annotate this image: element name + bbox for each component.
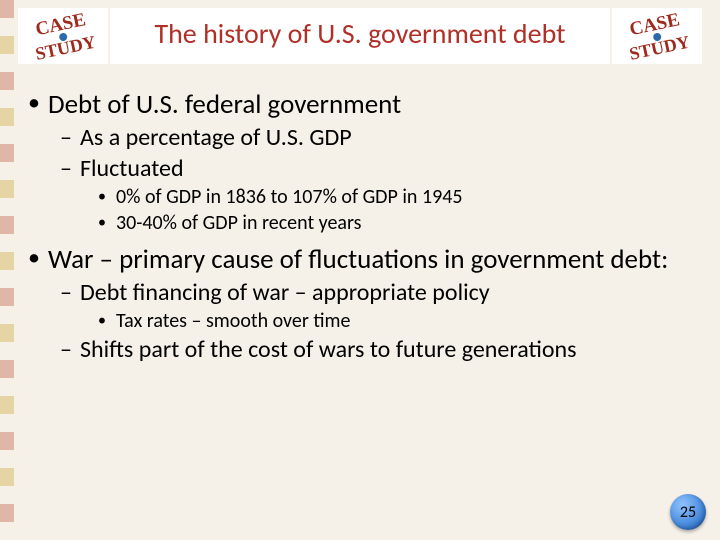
page-number-value: 25 — [680, 503, 696, 522]
bullet-level2: Debt financing of war – appropriate poli… — [26, 278, 694, 307]
slide: CASE STUDY The history of U.S. governmen… — [0, 0, 720, 540]
title-area: CASE STUDY The history of U.S. governmen… — [18, 8, 702, 68]
bullet-level3: 0% of GDP in 1836 to 107% of GDP in 1945 — [26, 185, 694, 209]
page-number: 25 — [670, 494, 706, 530]
decorative-left-edge — [0, 0, 14, 540]
body-content: Debt of U.S. federal government As a per… — [26, 80, 694, 366]
bullet-level1: Debt of U.S. federal government — [26, 88, 694, 121]
bullet-level3: 30-40% of GDP in recent years — [26, 211, 694, 235]
case-study-logo-left: CASE STUDY — [18, 8, 108, 64]
bullet-level2: Shifts part of the cost of wars to futur… — [26, 335, 694, 364]
case-study-logo-right: CASE STUDY — [612, 8, 702, 64]
slide-title: The history of U.S. government debt — [110, 8, 610, 64]
bullet-level2: Fluctuated — [26, 154, 694, 183]
bullet-level1: War – primary cause of fluctuations in g… — [26, 243, 694, 276]
bullet-level3: Tax rates – smooth over time — [26, 309, 694, 333]
case-study-stamp-icon: CASE STUDY — [614, 10, 700, 62]
case-study-stamp-icon: CASE STUDY — [20, 10, 106, 62]
bullet-level2: As a percentage of U.S. GDP — [26, 123, 694, 152]
